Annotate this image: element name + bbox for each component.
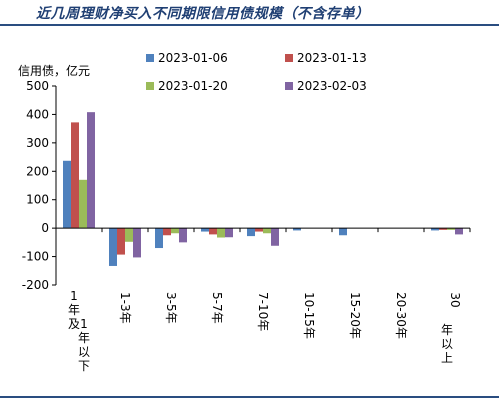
legend-swatch: [146, 54, 154, 62]
x-tick-label-char: 下: [78, 359, 90, 373]
x-tick-label-char: 1: [80, 317, 88, 331]
legend-label: 2023-01-20: [158, 79, 228, 93]
legend: 2023-01-06 2023-01-13 2023-01-20 2023-02-03: [146, 51, 367, 93]
bar-2023-01-06-3: [201, 228, 209, 232]
legend-item: 2023-02-03: [285, 79, 367, 93]
bar-2023-01-20-8: [447, 228, 455, 230]
bar-2023-01-20-0: [79, 179, 87, 229]
bar-2023-02-03-4: [271, 228, 279, 246]
legend-label: 2023-01-13: [297, 51, 367, 65]
y-tick-label: -200: [22, 278, 49, 292]
y-tick-label: 0: [41, 221, 49, 235]
legend-swatch: [285, 54, 293, 62]
bar-2023-01-20-1: [125, 228, 133, 242]
y-tick-label: 400: [26, 107, 49, 121]
bar-2023-01-06-5: [293, 228, 301, 231]
legend-label: 2023-01-06: [158, 51, 228, 65]
header-divider: [0, 24, 499, 26]
bar-2023-01-13-2: [163, 228, 171, 236]
x-tick-label: 30 年以上: [441, 292, 462, 365]
y-tick-label: 100: [26, 193, 49, 207]
bar-2023-01-13-4: [255, 228, 263, 232]
legend-label: 2023-02-03: [297, 79, 367, 93]
legend-swatch: [146, 82, 154, 90]
bar-2023-01-06-0: [63, 160, 71, 229]
x-tick-label-char: 1: [70, 289, 78, 303]
bar-2023-01-06-6: [339, 228, 347, 236]
header: 近几周理财净买入不同期限信用债规模（不含存单）: [0, 0, 499, 24]
footer-divider: [0, 396, 499, 398]
legend-swatch: [285, 82, 293, 90]
x-tick-label: 3-5年: [164, 292, 178, 324]
bar-2023-01-13-1: [117, 228, 125, 255]
y-tick-label: -100: [22, 250, 49, 264]
bar-2023-01-06-2: [155, 228, 163, 249]
bar-2023-01-20-3: [217, 228, 225, 238]
legend-item: 2023-01-20: [146, 79, 228, 93]
y-axis: -200 -100 0 100 200 300 400 500: [22, 79, 57, 292]
y-axis-label: 信用债，亿元: [18, 63, 90, 78]
x-tick-label-part: 30: [448, 292, 462, 307]
x-tick-label: 7-10年: [256, 292, 270, 331]
x-tick-label: 20-30年: [394, 292, 408, 339]
bars: [63, 112, 463, 266]
bar-2023-01-06-4: [247, 228, 255, 237]
bar-2023-02-03-2: [179, 228, 187, 243]
x-tick-label: 10-15年: [302, 292, 316, 339]
legend-item: 2023-01-13: [285, 51, 367, 65]
x-tick-label-char: 以: [78, 345, 90, 359]
bar-2023-01-06-8: [431, 228, 439, 231]
x-tick-label-char: 上: [441, 351, 453, 365]
y-tick-label: 500: [26, 79, 49, 93]
bar-2023-01-13-3: [209, 228, 217, 235]
x-tick-label-char: 年: [78, 331, 90, 345]
bar-2023-02-03-8: [455, 228, 463, 235]
x-tick-label-char: 及: [68, 317, 80, 331]
bar-2023-01-13-0: [71, 122, 79, 229]
x-tick-label-char: 年: [441, 323, 453, 337]
x-tick-label-char: 年: [68, 303, 80, 317]
bar-2023-02-03-1: [133, 228, 141, 258]
bar-2023-01-13-8: [439, 228, 447, 230]
x-tick-label: 15-20年: [348, 292, 362, 339]
x-tick-label: 5-7年: [210, 292, 224, 324]
bar-2023-01-20-4: [263, 228, 271, 234]
bar-2023-01-20-2: [171, 228, 179, 234]
bar-2023-01-06-1: [109, 228, 117, 266]
page-title: 近几周理财净买入不同期限信用债规模（不含存单）: [36, 6, 370, 22]
bar-2023-02-03-0: [87, 112, 95, 229]
x-tick-label-char: 以: [441, 337, 453, 351]
y-tick-label: 200: [26, 164, 49, 178]
bar-2023-02-03-3: [225, 228, 233, 238]
y-tick-label: 300: [26, 136, 49, 150]
legend-item: 2023-01-06: [146, 51, 228, 65]
x-tick-label: 1-3年: [118, 292, 132, 324]
